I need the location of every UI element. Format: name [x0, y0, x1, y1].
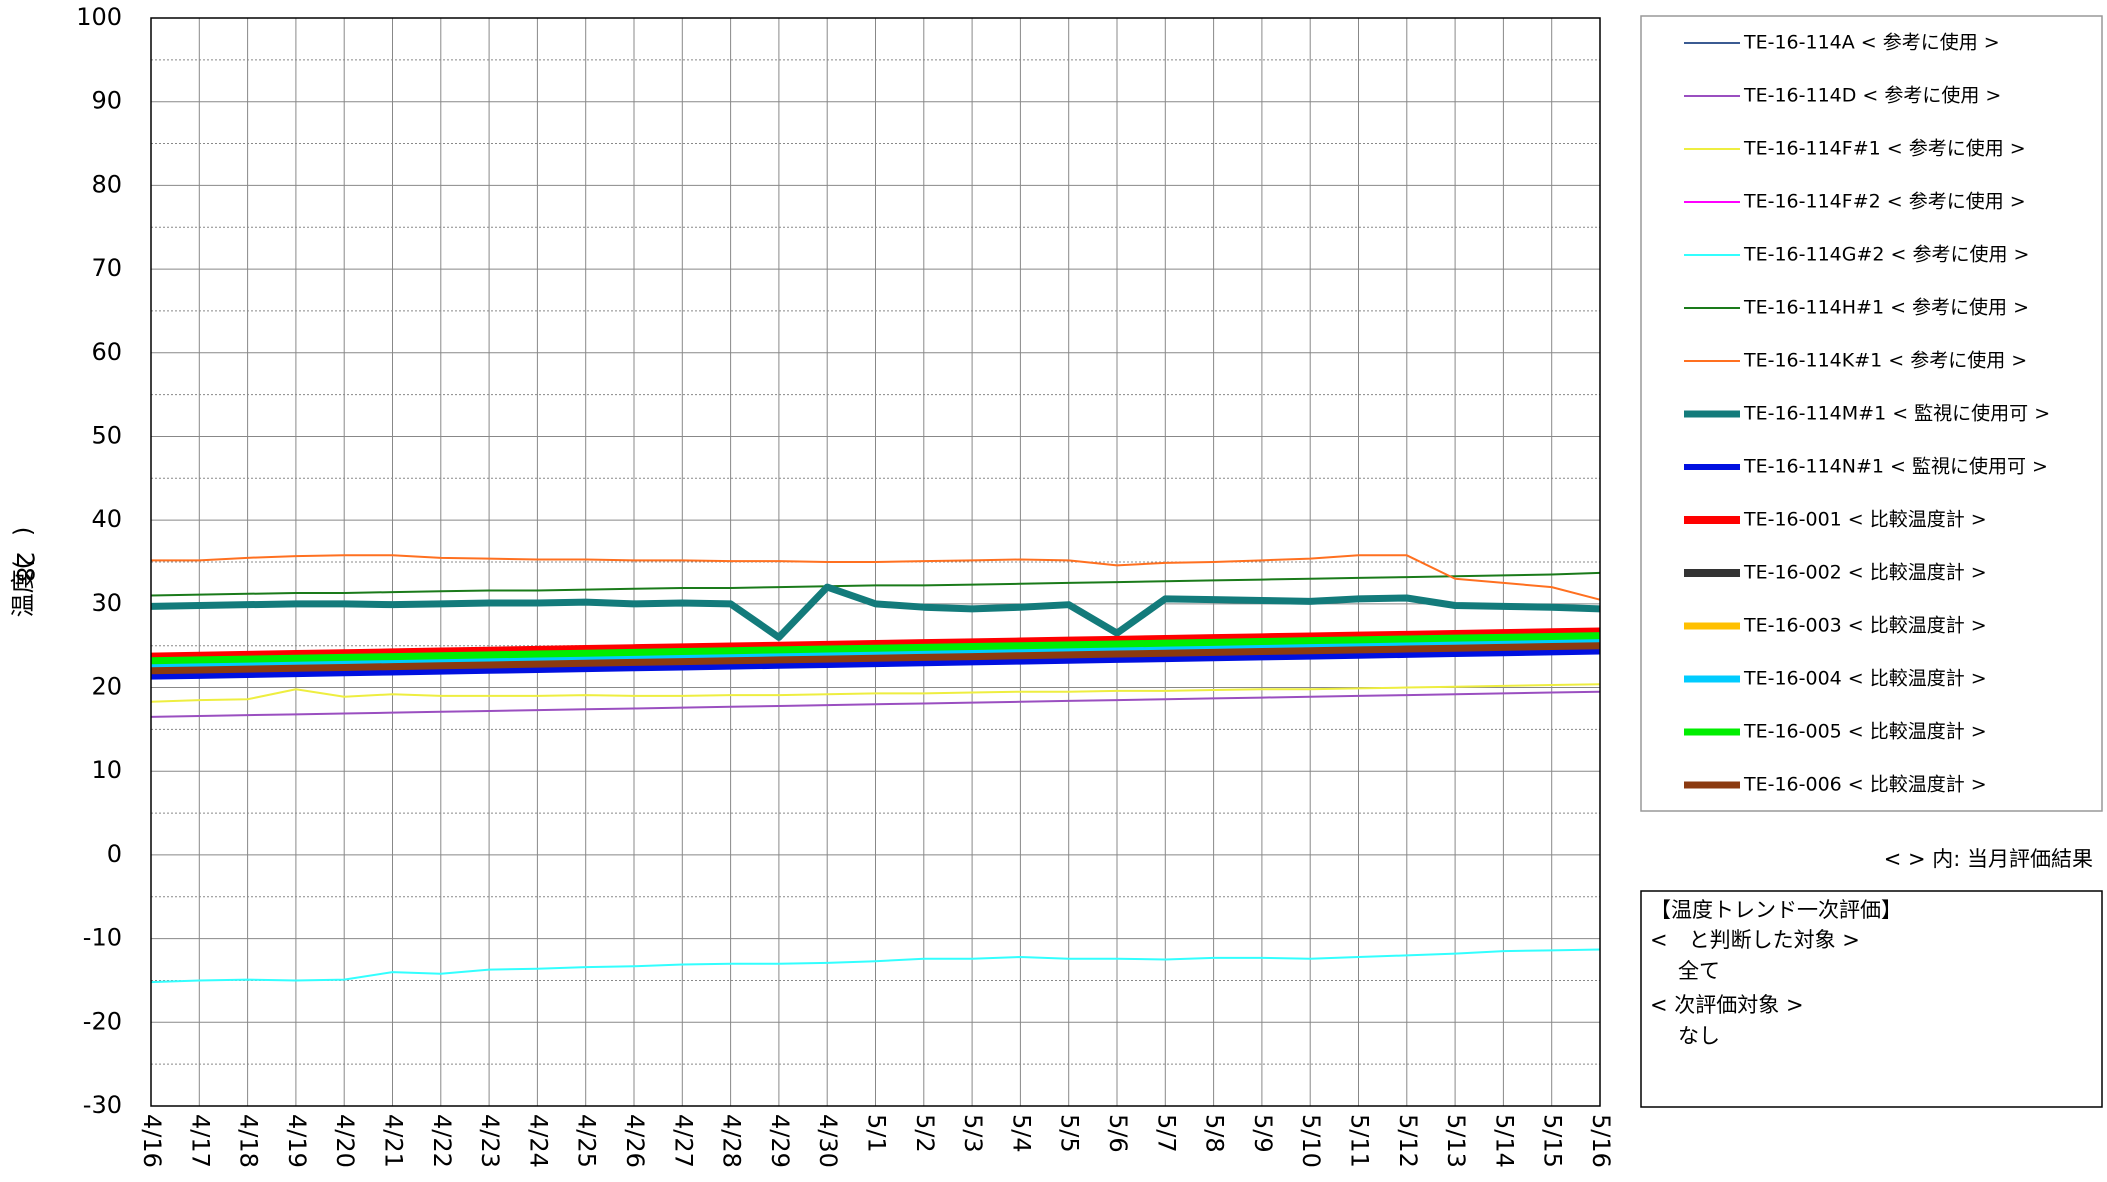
series-line: [150, 583, 1601, 641]
x-tick-label: 4/30: [814, 1114, 842, 1168]
x-tick-label: 4/22: [428, 1114, 456, 1168]
legend-entries: TE-16-114A < 参考に使用 > TE-16-114D < 参考に使用 >…: [1684, 32, 2050, 796]
legend-label: TE-16-114F#2 < 参考に使用 >: [1743, 191, 2026, 213]
legend-label: TE-16-114A < 参考に使用 >: [1743, 32, 2000, 54]
y-tick-label: 100: [76, 3, 122, 31]
series-line: [150, 690, 1601, 718]
legend-label: TE-16-114G#2 < 参考に使用 >: [1743, 244, 2029, 266]
legend-label: TE-16-114M#1 < 監視に使用可 >: [1743, 403, 2050, 425]
evaluation-line: < と判断した対象 >: [1650, 928, 1860, 952]
x-tick-label: 5/8: [1201, 1114, 1229, 1153]
series-line: [150, 632, 1601, 665]
y-axis-label: 温度( ): [9, 527, 37, 618]
evaluation-line: < 次評価対象 >: [1650, 993, 1804, 1017]
lines: [150, 554, 1601, 984]
legend-label: TE-16-002 < 比較温度計 >: [1743, 562, 1987, 584]
y-tick-label: 50: [91, 421, 122, 449]
y-tick-label: 0: [107, 840, 122, 868]
legend-label: TE-16-001 < 比較温度計 >: [1743, 509, 1987, 531]
legend-label: TE-16-003 < 比較温度計 >: [1743, 615, 1987, 637]
evaluation-title: 【温度トレンド一次評価】: [1650, 898, 1902, 922]
series-line: [151, 554, 1601, 601]
x-tick-label: 4/21: [380, 1114, 408, 1168]
x-tick-label: 5/1: [863, 1114, 891, 1153]
x-tick-label: 5/11: [1346, 1114, 1374, 1168]
series-line: [150, 627, 1601, 661]
y-tick-label: 80: [91, 170, 122, 198]
legend-label: TE-16-006 < 比較温度計 >: [1743, 774, 1987, 796]
y-tick-label: 40: [91, 505, 122, 533]
note: < > 内: 当月評価結果: [1884, 847, 2093, 871]
x-tick-label: 5/7: [1152, 1114, 1180, 1153]
legend-label: TE-16-005 < 比較温度計 >: [1743, 721, 1987, 743]
x-tick-label: 5/13: [1442, 1114, 1470, 1168]
series-line: [150, 683, 1601, 703]
x-tick-label: 5/3: [959, 1114, 987, 1153]
y-tick-label: 20: [91, 673, 122, 701]
x-tick-label: 4/17: [186, 1114, 214, 1168]
x-tick-label: 5/2: [911, 1114, 939, 1153]
x-tick-label: 5/5: [1056, 1114, 1084, 1153]
series-line: [150, 571, 1601, 597]
y-tick-label: -10: [83, 924, 122, 952]
y-tick-label: -20: [83, 1007, 122, 1035]
y-tick-label: 60: [91, 338, 122, 366]
x-tick-label: 4/20: [331, 1114, 359, 1168]
legend-label: TE-16-004 < 比較温度計 >: [1743, 668, 1987, 690]
legend-label: TE-16-114N#1 < 監視に使用可 >: [1743, 456, 2048, 478]
x-tick-label: 5/14: [1490, 1114, 1518, 1168]
legend-label: TE-16-114D < 参考に使用 >: [1743, 85, 2001, 107]
x-tick-label: 4/19: [283, 1114, 311, 1168]
x-tick-label: 4/27: [669, 1114, 697, 1168]
x-tick-label: 4/18: [235, 1114, 263, 1168]
legend-label: TE-16-114H#1 < 参考に使用 >: [1743, 297, 2029, 319]
x-tick-label: 4/16: [138, 1114, 166, 1168]
y-tick-label: 90: [91, 87, 122, 115]
series-line: [150, 948, 1601, 984]
y-axis-unit: 28: [11, 552, 39, 583]
x-tick-label: 4/26: [621, 1114, 649, 1168]
series-line: [150, 648, 1601, 680]
evaluation-line: 全て: [1678, 959, 1720, 983]
x-tick-label: 5/4: [1007, 1114, 1035, 1153]
x-tick-label: 5/12: [1394, 1114, 1422, 1168]
x-tick-label: 4/29: [766, 1114, 794, 1168]
evaluation-box: [1640, 890, 2103, 1108]
x-tick-label: 4/23: [476, 1114, 504, 1168]
x-tick-label: 5/15: [1539, 1114, 1567, 1168]
y-tick-label: 70: [91, 254, 122, 282]
plot-frame: [150, 17, 1601, 1107]
x-tick-label: 4/28: [718, 1114, 746, 1168]
x-tick-label: 4/24: [524, 1114, 552, 1168]
y-tick-label: 30: [91, 589, 122, 617]
legend-label: TE-16-114K#1 < 参考に使用 >: [1743, 350, 2027, 372]
y-tick-label: 10: [91, 756, 122, 784]
x-tick-label: 4/25: [573, 1114, 601, 1168]
x-tick-label: 5/16: [1587, 1114, 1615, 1168]
x-tick-label: 5/9: [1249, 1114, 1277, 1153]
x-tick-label: 5/10: [1297, 1114, 1325, 1168]
series-line: [150, 637, 1601, 670]
evaluation-line: なし: [1678, 1024, 1720, 1048]
x-tick-label: 5/6: [1104, 1114, 1132, 1153]
legend-label: TE-16-114F#1 < 参考に使用 >: [1743, 138, 2026, 160]
series-line: [150, 642, 1601, 675]
y-tick-label: -30: [83, 1091, 122, 1119]
